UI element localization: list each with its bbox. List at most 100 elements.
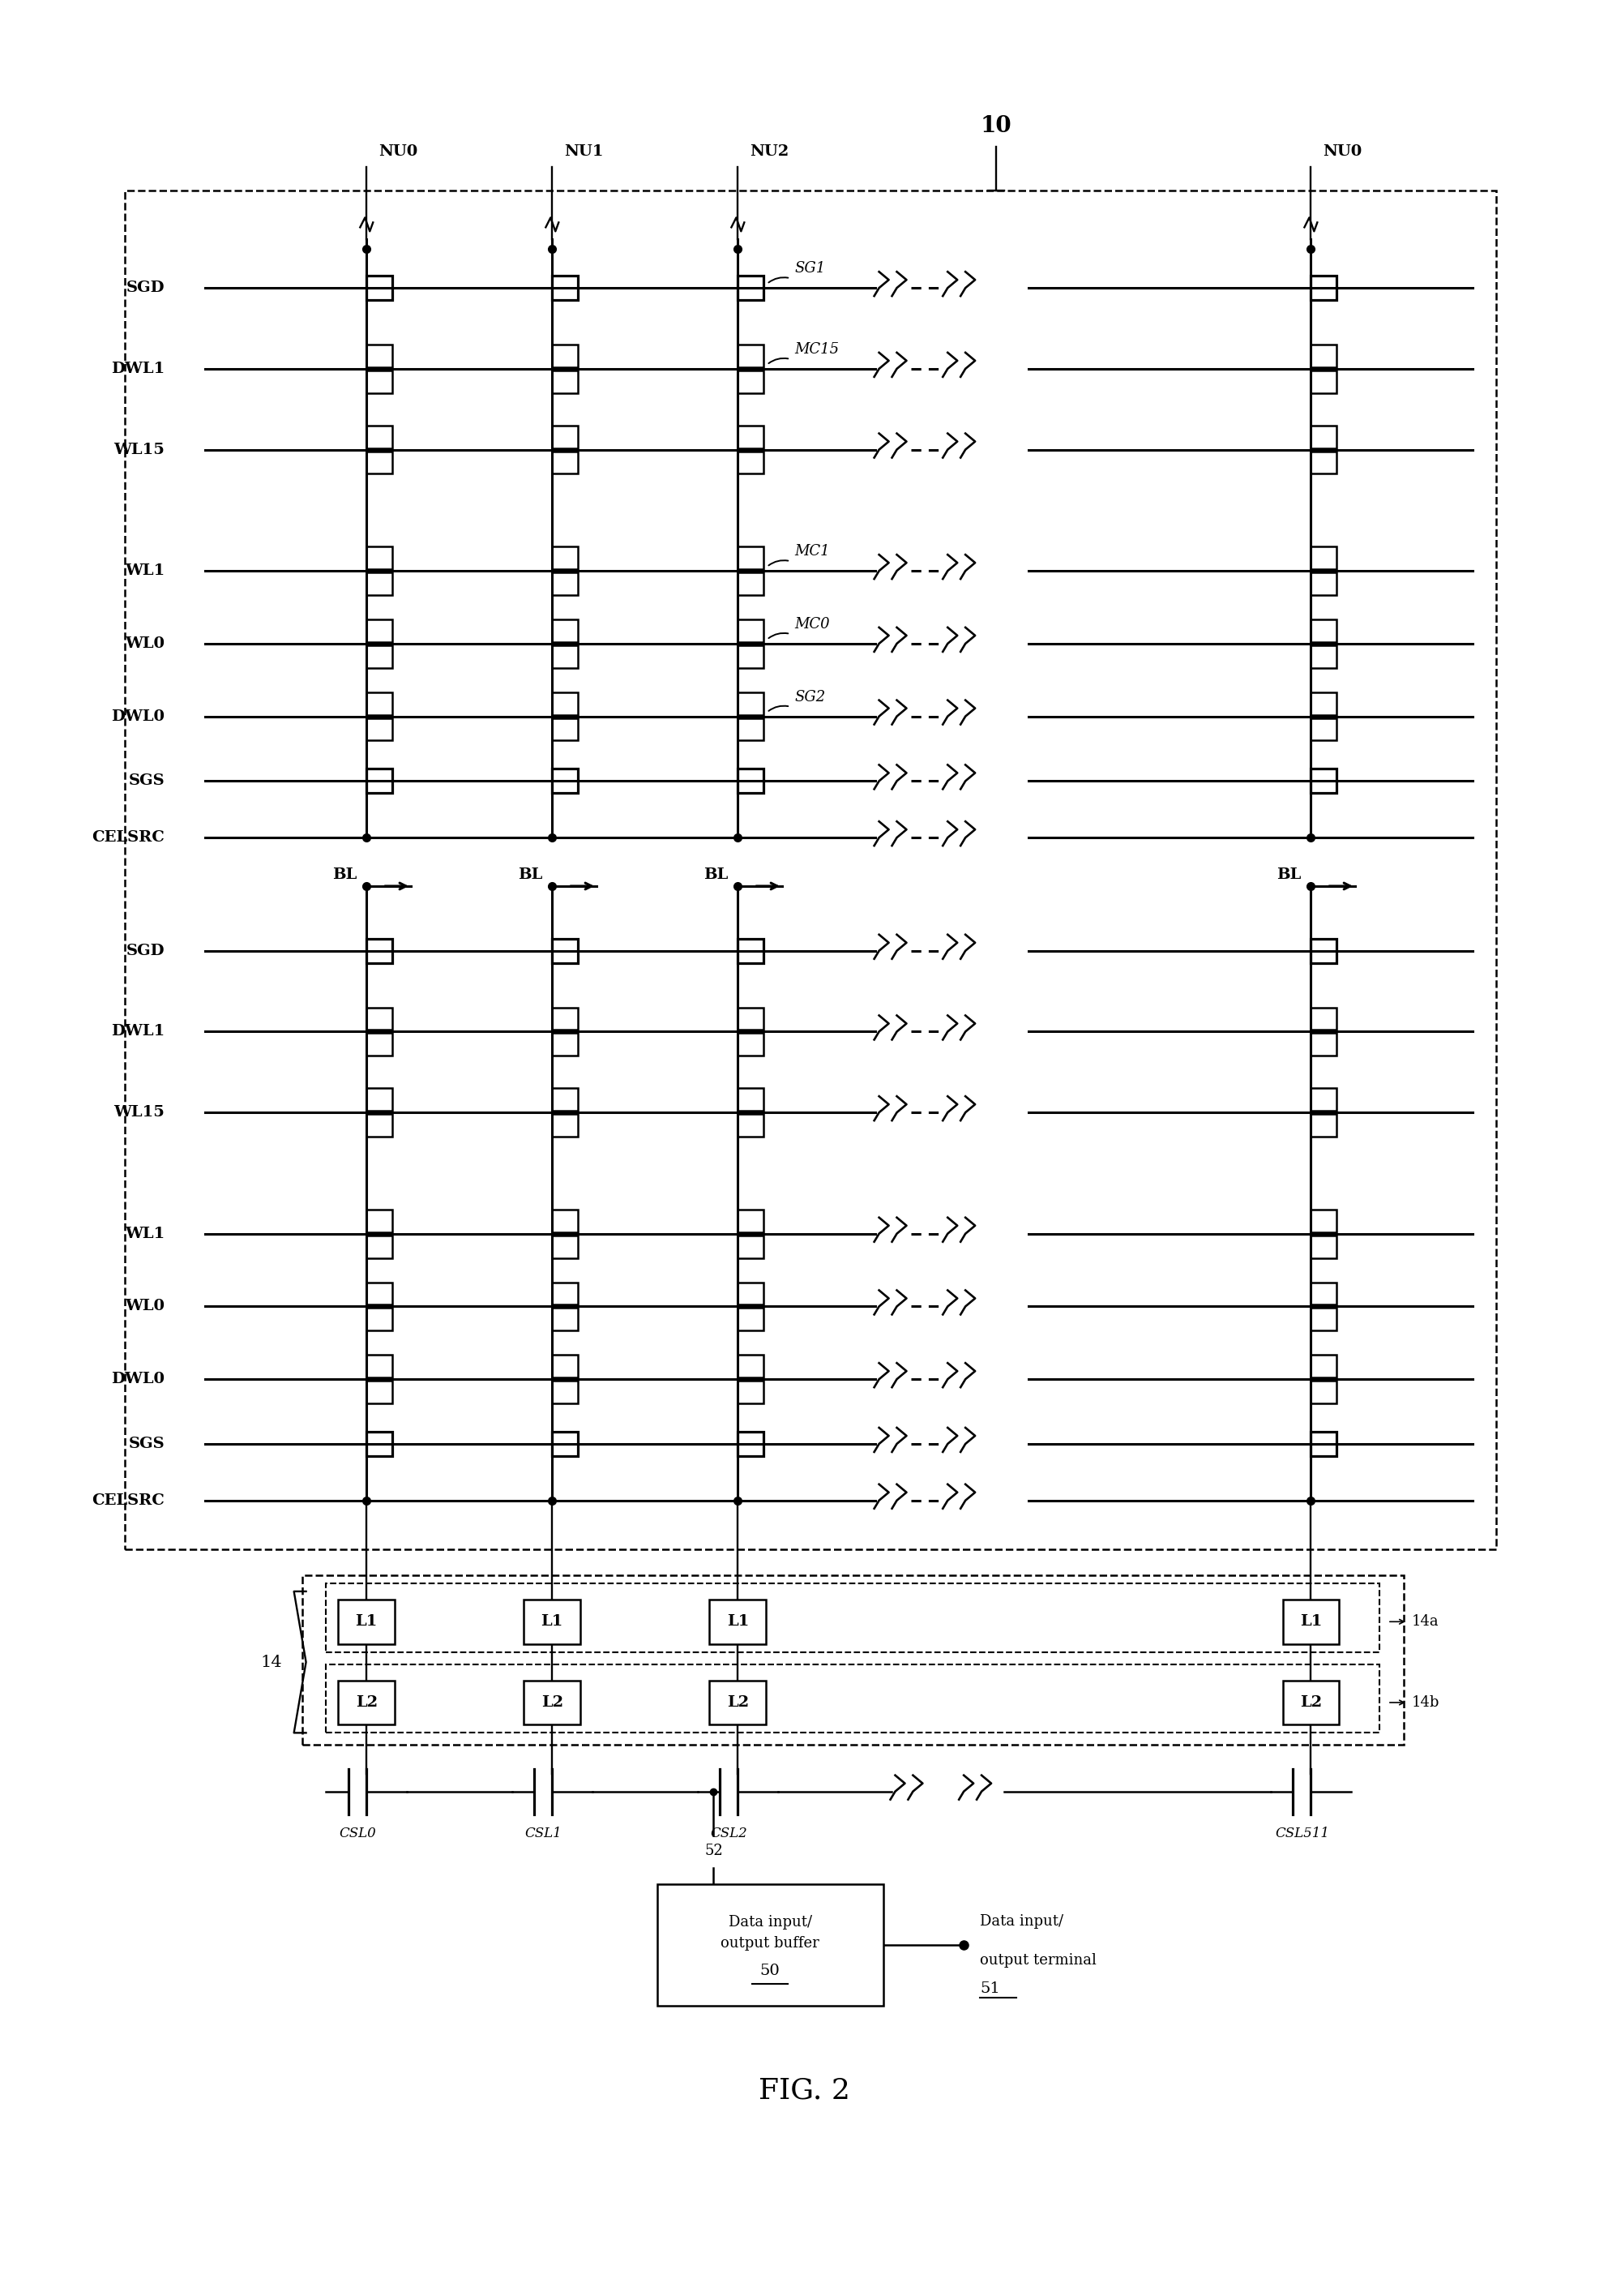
Bar (367, 719, 392, 742)
Bar (302, 1575, 1404, 1745)
Text: 14b: 14b (1412, 1694, 1439, 1711)
Bar (658, 1885, 883, 2007)
Bar (1311, 939, 1336, 962)
Bar (1311, 691, 1336, 714)
Text: SGD: SGD (125, 280, 164, 296)
Bar (1311, 719, 1336, 742)
Bar (738, 1088, 764, 1111)
Bar (738, 1210, 764, 1233)
Bar (552, 1008, 577, 1031)
Text: CSL1: CSL1 (524, 1825, 561, 1839)
Bar (552, 452, 577, 473)
Bar (552, 1088, 577, 1111)
Bar (1311, 572, 1336, 595)
Bar (367, 1309, 392, 1332)
Text: DWL1: DWL1 (111, 360, 164, 377)
Bar (738, 1033, 764, 1056)
Bar (1311, 276, 1336, 301)
Text: output buffer: output buffer (720, 1936, 820, 1952)
Text: WL1: WL1 (125, 1226, 164, 1240)
Text: output terminal: output terminal (979, 1954, 1097, 1968)
Bar (524, 1600, 580, 1644)
Text: 52: 52 (704, 1844, 724, 1857)
Bar (1311, 1309, 1336, 1332)
Bar (367, 1380, 392, 1403)
Text: WL15: WL15 (114, 443, 164, 457)
Bar (552, 1380, 577, 1403)
Text: CSL511: CSL511 (1275, 1825, 1330, 1839)
Bar (552, 370, 577, 393)
Bar (552, 719, 577, 742)
Bar (367, 691, 392, 714)
Text: SGS: SGS (129, 774, 164, 788)
Bar (326, 1584, 1380, 1653)
Text: 10: 10 (981, 115, 1011, 138)
Bar (709, 1681, 765, 1724)
Bar (1311, 1088, 1336, 1111)
Bar (738, 452, 764, 473)
Bar (367, 546, 392, 569)
Bar (738, 769, 764, 792)
Text: WL15: WL15 (114, 1104, 164, 1120)
Text: MC15: MC15 (794, 342, 839, 356)
Bar (738, 1433, 764, 1456)
Text: SG1: SG1 (794, 262, 825, 276)
Bar (552, 1114, 577, 1137)
Bar (1311, 620, 1336, 643)
Text: Data input/: Data input/ (979, 1915, 1063, 1929)
Text: 50: 50 (761, 1963, 780, 1979)
Text: L1: L1 (1299, 1614, 1322, 1628)
Bar (738, 572, 764, 595)
Bar (1311, 425, 1336, 448)
Bar (1311, 1235, 1336, 1258)
Text: 14: 14 (260, 1655, 281, 1669)
Bar (1311, 769, 1336, 792)
Text: BL: BL (704, 868, 728, 882)
Bar (738, 1309, 764, 1332)
Bar (738, 1008, 764, 1031)
Bar (1311, 1114, 1336, 1137)
Bar (1311, 645, 1336, 668)
Bar (738, 425, 764, 448)
Bar (552, 1433, 577, 1456)
Bar (367, 276, 392, 301)
Text: MC0: MC0 (794, 618, 830, 631)
Bar (1311, 1033, 1336, 1056)
Bar (738, 939, 764, 962)
Bar (552, 276, 577, 301)
Text: BL: BL (1277, 868, 1301, 882)
Bar (367, 939, 392, 962)
Text: SG2: SG2 (794, 689, 825, 705)
Text: L2: L2 (1299, 1694, 1322, 1711)
Bar (1283, 1600, 1339, 1644)
Bar (738, 344, 764, 367)
Text: WL0: WL0 (125, 1300, 164, 1313)
Bar (552, 1355, 577, 1378)
Text: WL0: WL0 (125, 636, 164, 650)
Bar (367, 1281, 392, 1304)
Bar (738, 1235, 764, 1258)
Text: L1: L1 (355, 1614, 378, 1628)
Bar (1311, 1433, 1336, 1456)
Text: L1: L1 (542, 1614, 563, 1628)
Bar (738, 370, 764, 393)
Bar (1311, 370, 1336, 393)
Bar (738, 691, 764, 714)
Text: BL: BL (518, 868, 542, 882)
Bar (738, 1355, 764, 1378)
Bar (367, 645, 392, 668)
Bar (367, 452, 392, 473)
Bar (552, 1033, 577, 1056)
Bar (1311, 1210, 1336, 1233)
Text: BL: BL (333, 868, 357, 882)
Bar (524, 1681, 580, 1724)
Bar (738, 645, 764, 668)
Bar (552, 769, 577, 792)
Text: SGD: SGD (125, 944, 164, 957)
Bar (367, 1235, 392, 1258)
Bar (738, 1114, 764, 1137)
Bar (1311, 452, 1336, 473)
Bar (709, 1600, 765, 1644)
Bar (367, 1114, 392, 1137)
Text: L2: L2 (542, 1694, 563, 1711)
